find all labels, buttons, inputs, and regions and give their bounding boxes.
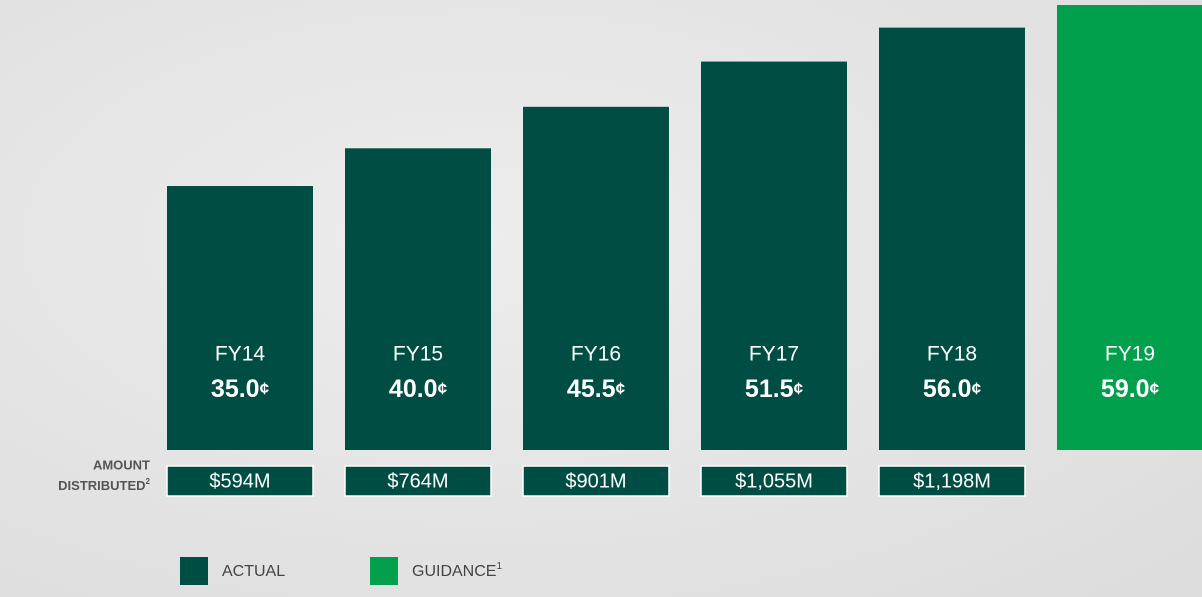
footnote-marker: 1	[496, 561, 502, 572]
chart: AMOUNT DISTRIBUTED2 FY14 35.0¢ $594M FY15 40…	[0, 0, 1202, 597]
category-label: FY14	[215, 343, 266, 366]
category-label: FY15	[393, 343, 443, 366]
value-label: 51.5¢	[745, 375, 804, 403]
legend-label: ACTUAL	[222, 563, 285, 580]
legend-swatch	[180, 557, 208, 585]
legend-text: ACTUAL	[222, 563, 285, 580]
category-label: FY18	[927, 343, 977, 366]
category-label: FY17	[749, 343, 799, 366]
footnote-marker: 2	[146, 477, 151, 486]
legend-swatch	[370, 557, 398, 585]
amount-value: $764M	[387, 470, 448, 492]
amount-value: $901M	[565, 470, 626, 492]
amount-value: $594M	[209, 470, 270, 492]
value-label: 45.5¢	[567, 375, 626, 403]
amount-label: DISTRIBUTED2	[58, 477, 150, 493]
value-label: 35.0¢	[211, 375, 270, 403]
amount-value: $1,055M	[735, 470, 813, 492]
bar	[167, 186, 313, 450]
category-label: FY16	[571, 343, 621, 366]
bar	[345, 148, 491, 450]
legend-label: GUIDANCE1	[412, 561, 502, 581]
value-label: 59.0¢	[1101, 375, 1160, 403]
amount-label-text: DISTRIBUTED	[58, 478, 145, 493]
value-label: 40.0¢	[389, 375, 448, 403]
value-label: 56.0¢	[923, 375, 982, 403]
amount-label: AMOUNT	[93, 457, 150, 472]
amount-value: $1,198M	[913, 470, 991, 492]
legend-text: GUIDANCE	[412, 563, 496, 580]
category-label: FY19	[1105, 343, 1155, 366]
